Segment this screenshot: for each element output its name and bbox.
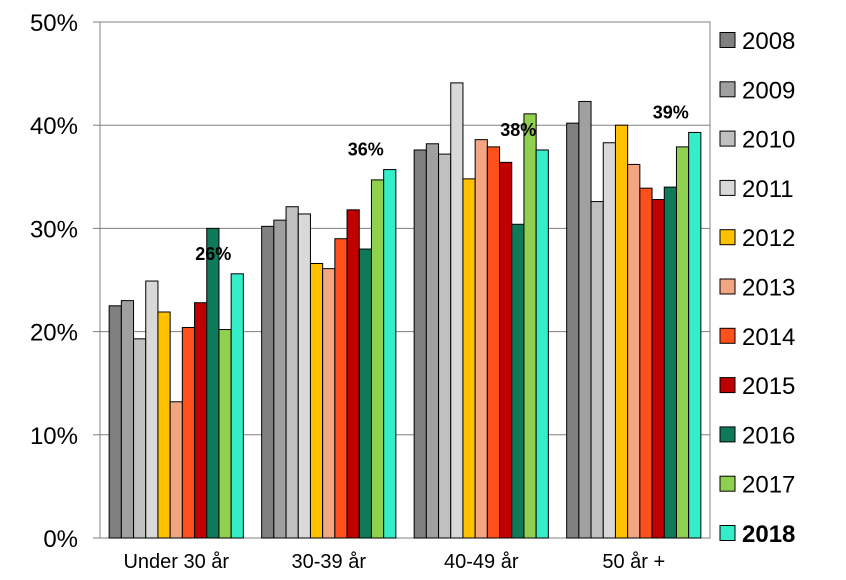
bar (474, 139, 488, 539)
y-tick-label: 30% (30, 216, 78, 243)
bar (511, 223, 525, 539)
bar (194, 302, 208, 539)
x-category-label: Under 30 år (123, 551, 229, 573)
y-tick-label: 20% (30, 320, 78, 347)
bar (523, 113, 537, 539)
legend-swatch (719, 32, 736, 48)
legend-label: 2012 (742, 225, 795, 252)
x-category-label: 30-39 år (292, 551, 367, 573)
bar (120, 300, 135, 539)
legend-swatch (719, 130, 736, 147)
legend-label: 2009 (742, 77, 795, 104)
legend-swatch (719, 525, 736, 541)
legend-label: 2008 (742, 28, 795, 55)
data-label: 38% (500, 120, 536, 140)
bar (206, 227, 220, 539)
bar (535, 149, 549, 539)
bar (675, 146, 690, 539)
data-label: 39% (653, 102, 689, 122)
bar (358, 248, 372, 539)
plot-area-frame (99, 21, 711, 539)
bar (651, 199, 665, 539)
bar (218, 329, 232, 539)
bar (590, 201, 604, 539)
legend-swatch (719, 327, 736, 344)
bar (639, 187, 653, 539)
y-tick-label: 10% (30, 423, 78, 450)
bar (346, 209, 360, 539)
bar (273, 219, 287, 539)
bar (614, 124, 629, 539)
bar (450, 82, 464, 539)
bar (309, 262, 324, 539)
legend-label: 2010 (742, 127, 795, 154)
legend-swatch (719, 426, 736, 443)
bar (181, 326, 196, 539)
legend-label: 2015 (742, 373, 795, 400)
legend-label: 2013 (742, 275, 795, 302)
legend-label: 2011 (742, 176, 794, 203)
bar (383, 169, 397, 539)
bar (438, 153, 452, 539)
x-category-label: 40-49 år (444, 551, 519, 573)
data-label: 36% (348, 140, 384, 160)
bar (261, 225, 275, 539)
legend-swatch (719, 179, 736, 196)
bar (169, 401, 183, 539)
bar (157, 311, 171, 539)
bar (297, 213, 311, 539)
bar (322, 268, 336, 539)
legend-swatch (719, 475, 736, 492)
bar (688, 131, 702, 539)
bar (413, 149, 427, 539)
bar (108, 305, 122, 539)
data-label: 26% (195, 244, 231, 264)
bar (285, 206, 299, 539)
legend-label: 2016 (742, 422, 795, 449)
bar (370, 179, 385, 539)
legend-label: 2018 (742, 521, 795, 548)
bar (566, 122, 580, 539)
bar (425, 143, 440, 539)
bar (663, 186, 677, 539)
bar (133, 338, 147, 539)
legend-label: 2014 (742, 324, 795, 351)
x-category-label: 50 år + (602, 551, 665, 573)
bar (462, 178, 476, 539)
y-tick-label: 50% (30, 10, 78, 37)
bar (602, 142, 616, 539)
legend-swatch (719, 278, 736, 295)
legend-swatch (719, 81, 736, 98)
bar (334, 238, 348, 539)
y-tick-label: 0% (43, 526, 78, 553)
bar (578, 100, 592, 539)
legend-swatch (719, 229, 736, 246)
bar (230, 273, 244, 539)
bar (499, 161, 513, 539)
legend-swatch (719, 377, 736, 394)
bar (627, 163, 641, 539)
y-tick-label: 40% (30, 113, 78, 140)
legend-label: 2017 (742, 472, 795, 499)
bar (145, 280, 159, 539)
bar (486, 146, 501, 539)
